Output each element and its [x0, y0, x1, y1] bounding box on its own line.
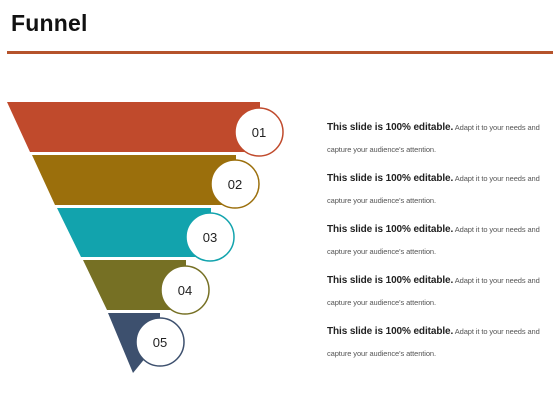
- step-description-text-2: capture your audience's attention.: [327, 298, 436, 307]
- step-description-bold: This slide is 100% editable.: [327, 224, 454, 235]
- funnel-layer-2: [32, 155, 236, 205]
- step-description-2: This slide is 100% editable. Adapt it to…: [327, 168, 552, 212]
- step-marker-5: 05: [135, 317, 185, 367]
- funnel-layer-4: [83, 260, 186, 310]
- step-description-text-2: capture your audience's attention.: [327, 196, 436, 205]
- step-description-text: Adapt it to your needs and: [453, 123, 540, 132]
- step-description-bold: This slide is 100% editable.: [327, 122, 454, 133]
- step-description-text: Adapt it to your needs and: [453, 276, 540, 285]
- step-marker-4: 04: [160, 265, 210, 315]
- step-description-bold: This slide is 100% editable.: [327, 173, 454, 184]
- funnel-layer-1: [7, 102, 260, 152]
- step-description-bold: This slide is 100% editable.: [327, 326, 454, 337]
- step-description-3: This slide is 100% editable. Adapt it to…: [327, 219, 552, 263]
- step-number-2: 02: [228, 177, 242, 192]
- step-number-1: 01: [252, 125, 266, 140]
- step-description-bold: This slide is 100% editable.: [327, 275, 454, 286]
- step-description-text-2: capture your audience's attention.: [327, 247, 436, 256]
- step-marker-1: 01: [234, 107, 284, 157]
- funnel-layer-3: [57, 208, 211, 257]
- step-number-4: 04: [178, 283, 192, 298]
- step-number-3: 03: [203, 230, 217, 245]
- step-description-text: Adapt it to your needs and: [453, 174, 540, 183]
- step-number-5: 05: [153, 335, 167, 350]
- step-description-text: Adapt it to your needs and: [453, 327, 540, 336]
- step-description-text-2: capture your audience's attention.: [327, 145, 436, 154]
- step-marker-2: 02: [210, 159, 260, 209]
- title-divider: [7, 51, 553, 54]
- slide-title: Funnel: [11, 10, 88, 36]
- step-description-5: This slide is 100% editable. Adapt it to…: [327, 321, 552, 365]
- step-marker-3: 03: [185, 212, 235, 262]
- step-description-text-2: capture your audience's attention.: [327, 349, 436, 358]
- step-description-text: Adapt it to your needs and: [453, 225, 540, 234]
- step-description-1: This slide is 100% editable. Adapt it to…: [327, 117, 552, 161]
- step-description-4: This slide is 100% editable. Adapt it to…: [327, 270, 552, 314]
